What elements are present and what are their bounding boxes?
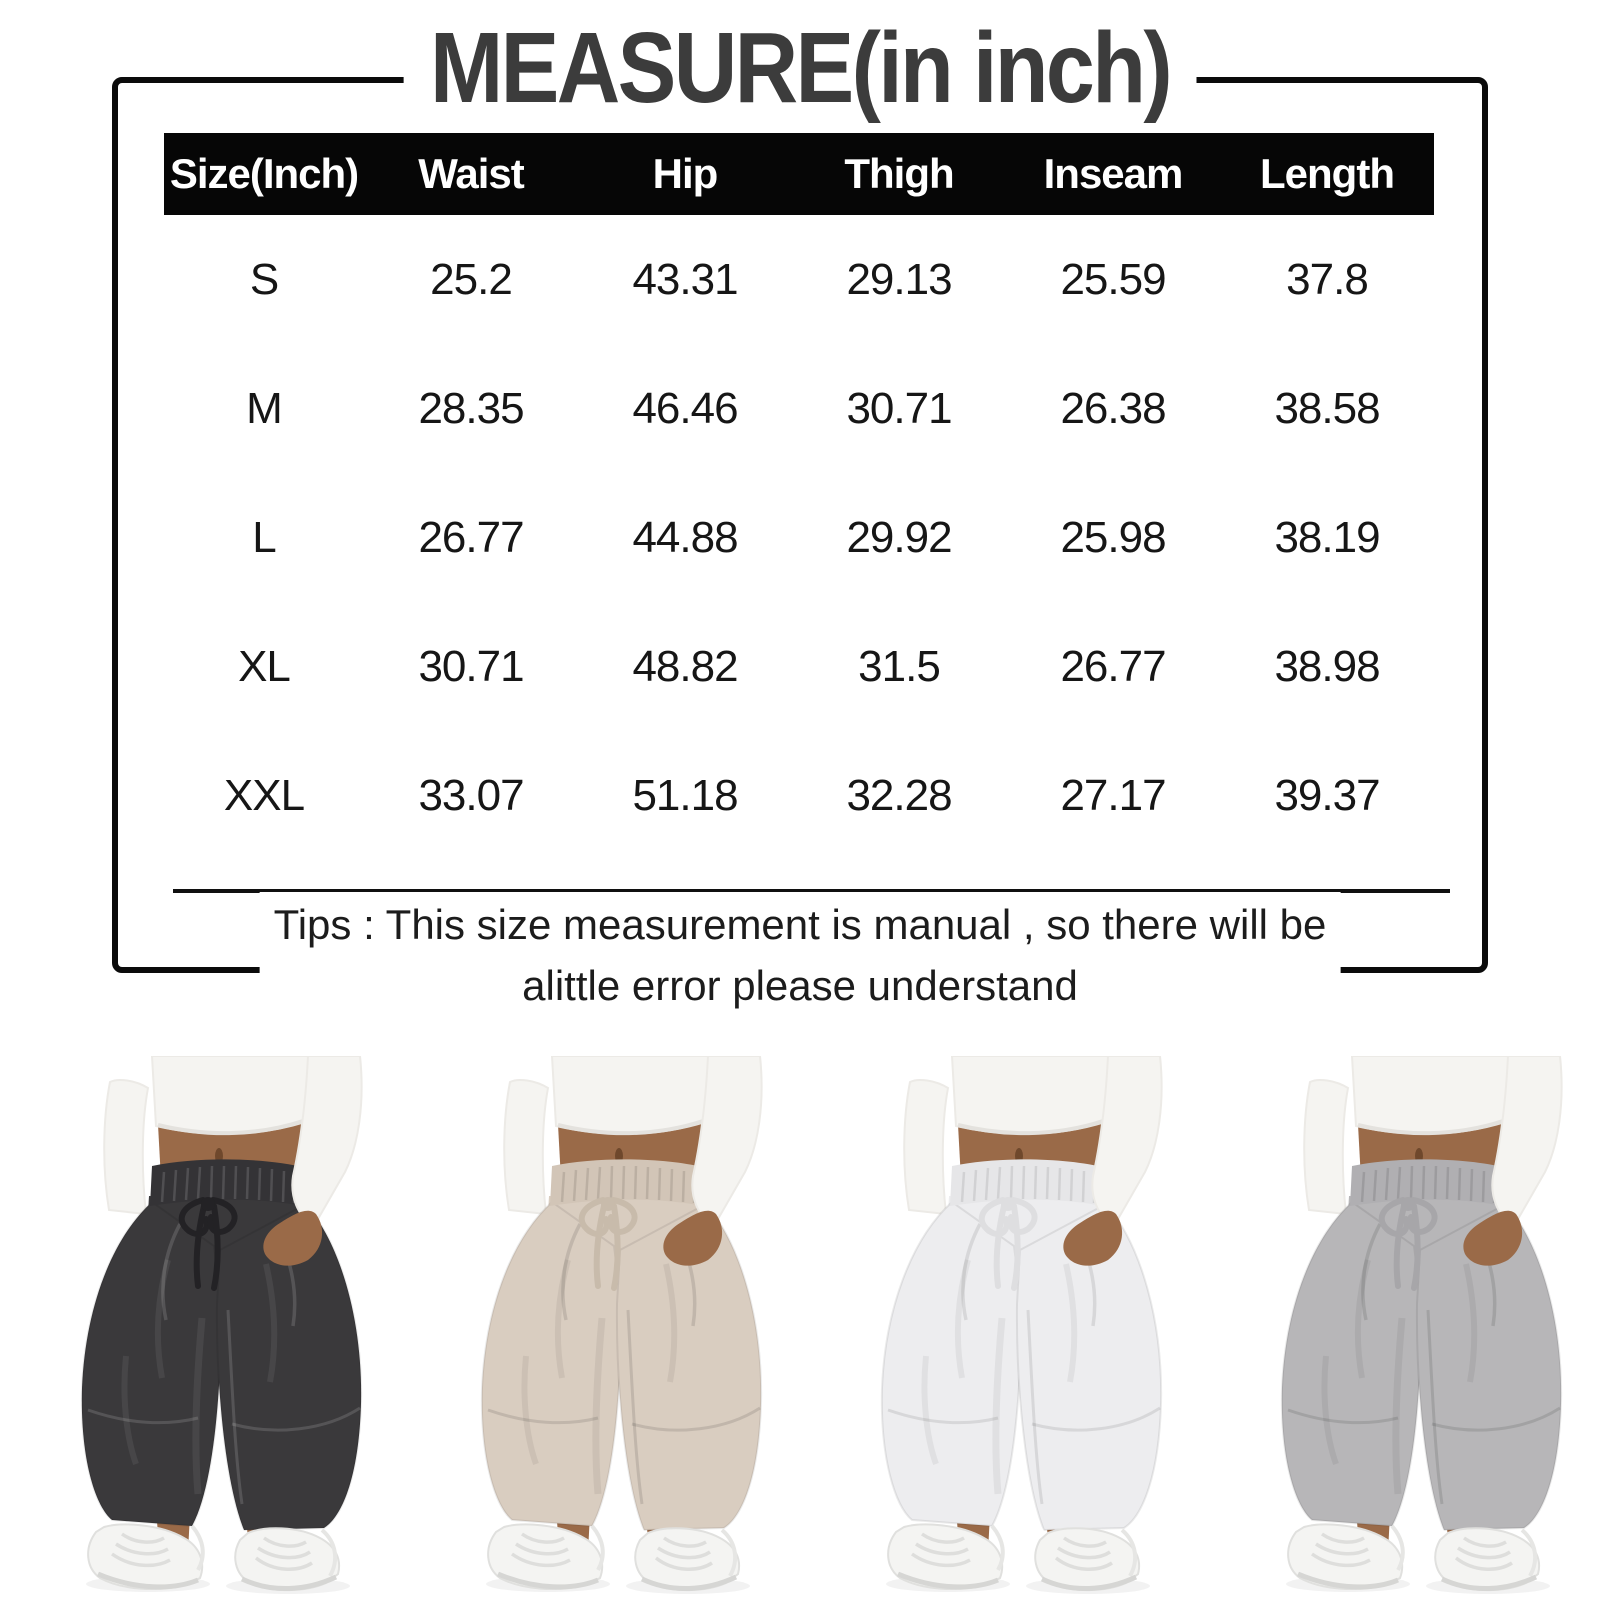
- measurement-cell: 38.98: [1274, 641, 1380, 691]
- size-cell: S: [249, 254, 279, 304]
- measurement-cell: 25.59: [1060, 254, 1166, 304]
- table-row: XXL 33.07 51.18 32.28 27.17 39.37: [164, 731, 1434, 860]
- column-header-size: Size(Inch): [169, 150, 359, 197]
- measurement-cell: 43.31: [632, 254, 738, 304]
- measurement-cell: 46.46: [632, 383, 738, 433]
- product-image-grey: [1206, 1056, 1600, 1596]
- product-image-white: [806, 1056, 1206, 1596]
- measurement-cell: 27.17: [1060, 770, 1166, 820]
- tips-line-1: Tips : This size measurement is manual ,…: [273, 901, 1327, 948]
- table-row: L 26.77 44.88 29.92 25.98 38.19: [164, 473, 1434, 602]
- measurement-cell: 37.8: [1286, 254, 1369, 304]
- column-header-inseam: Inseam: [1043, 150, 1184, 197]
- separator-line: [173, 889, 1450, 893]
- product-colorways: [0, 1056, 1600, 1600]
- measurement-cell: 28.35: [418, 383, 524, 433]
- tips-line-2: alittle error please understand: [522, 962, 1078, 1009]
- table-row: XL 30.71 48.82 31.5 26.77 38.98: [164, 602, 1434, 731]
- product-image-black: [6, 1056, 406, 1596]
- measurement-cell: 26.77: [1060, 641, 1166, 691]
- measurement-cell: 30.71: [418, 641, 524, 691]
- measurement-cell: 30.71: [846, 383, 952, 433]
- page-title: MEASURE(in inch): [403, 14, 1197, 122]
- tips-note: Tips : This size measurement is manual ,…: [259, 892, 1341, 1018]
- product-image-khaki: [406, 1056, 806, 1596]
- size-cell: XL: [238, 641, 291, 691]
- measurement-cell: 38.19: [1274, 512, 1380, 562]
- measurement-cell: 48.82: [632, 641, 738, 691]
- measurement-cell: 25.98: [1060, 512, 1166, 562]
- measurement-cell: 26.38: [1060, 383, 1166, 433]
- column-header-hip: Hip: [652, 150, 719, 197]
- size-cell: L: [252, 512, 276, 562]
- size-table-body: S 25.2 43.31 29.13 25.59 37.8 M 28.35 46…: [164, 215, 1434, 860]
- table-row: M 28.35 46.46 30.71 26.38 38.58: [164, 344, 1434, 473]
- size-cell: XXL: [223, 770, 305, 820]
- table-row: S 25.2 43.31 29.13 25.59 37.8: [164, 215, 1434, 344]
- column-header-thigh: Thigh: [844, 150, 954, 197]
- measurement-cell: 25.2: [430, 254, 513, 304]
- size-cell: M: [246, 383, 283, 433]
- measurement-cell: 33.07: [418, 770, 524, 820]
- column-header-length: Length: [1260, 150, 1395, 197]
- measurement-cell: 32.28: [846, 770, 952, 820]
- measure-frame: Size(Inch) Waist Hip Thigh Inseam Length…: [112, 77, 1488, 973]
- measurement-cell: 31.5: [858, 641, 941, 691]
- measurement-cell: 29.92: [846, 512, 952, 562]
- measurement-cell: 39.37: [1274, 770, 1380, 820]
- size-table-header-row: Size(Inch) Waist Hip Thigh Inseam Length: [164, 133, 1434, 215]
- measurement-cell: 44.88: [632, 512, 738, 562]
- column-header-waist: Waist: [418, 150, 524, 197]
- measurement-cell: 29.13: [846, 254, 952, 304]
- measurement-cell: 26.77: [418, 512, 524, 562]
- measurement-cell: 51.18: [632, 770, 738, 820]
- measurement-cell: 38.58: [1274, 383, 1380, 433]
